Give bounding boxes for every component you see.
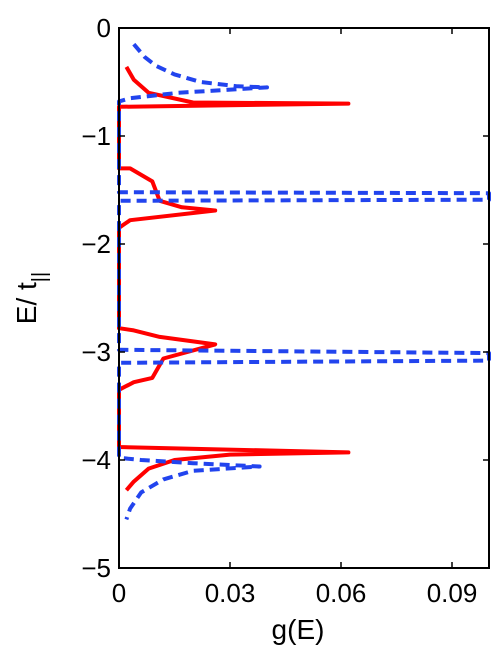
x-tick-label: 0.06 (316, 578, 367, 608)
y-tick-label: 0 (97, 13, 111, 43)
y-tick-label: −4 (81, 445, 111, 475)
y-axis-label: E/ t|| (11, 272, 51, 324)
x-tick-label: 0.09 (427, 578, 478, 608)
y-axis-label-subscript: || (29, 272, 51, 282)
y-axis-label-main: E/ t (11, 282, 42, 324)
x-tick-label: 0 (112, 578, 126, 608)
ticks-layer: 0 0.03 0.06 0.09 0 −1 −2 −3 −4 −5 (81, 13, 489, 608)
y-tick-label: −1 (81, 121, 111, 151)
y-tick-label: −5 (81, 553, 111, 583)
series-layer (117, 42, 491, 521)
plot-frame (118, 27, 490, 569)
y-tick-label: −2 (81, 229, 111, 259)
series-1-line (117, 65, 351, 492)
x-tick-label: 0.03 (205, 578, 256, 608)
series-2-line (117, 42, 491, 521)
y-tick-label: −3 (81, 337, 111, 367)
x-axis-label: g(E) (272, 614, 325, 645)
